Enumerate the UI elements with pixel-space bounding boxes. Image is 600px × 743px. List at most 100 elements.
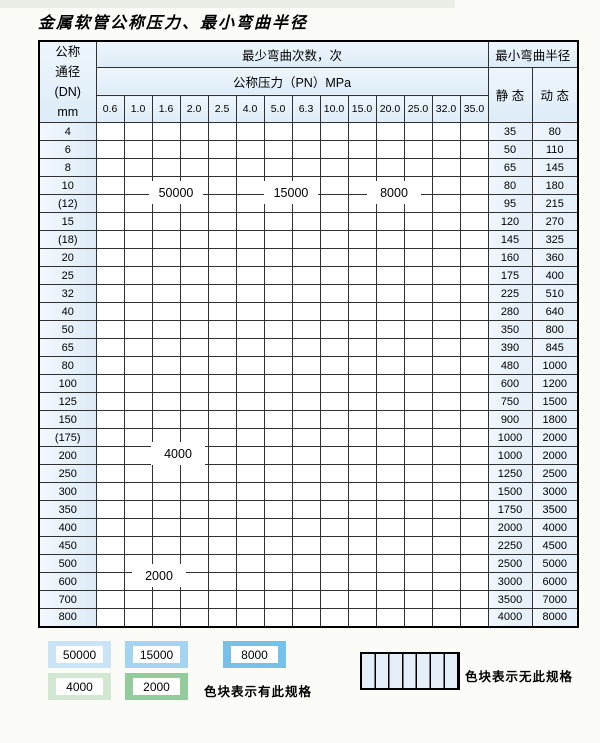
spec-cell-2.0 <box>179 554 209 573</box>
spec-cell-20.0 <box>375 392 405 411</box>
spec-cell-0.6 <box>95 176 125 195</box>
static-radius-value: 2250 <box>487 536 533 555</box>
spec-cell-10.0 <box>319 608 349 627</box>
spec-cell-10.0 <box>319 410 349 429</box>
spec-cell-0.6 <box>95 212 125 231</box>
legend-swatch-label: 4000 <box>56 678 103 695</box>
table-row-dn-600: 600 3000 6000 <box>38 572 579 591</box>
spec-cell-10.0 <box>319 554 349 573</box>
spec-cell-0.6 <box>95 338 125 357</box>
pressure-col-header-35.0: 35.0 <box>459 95 489 123</box>
spec-cell-10.0 <box>319 446 349 465</box>
spec-cell-32.0 <box>431 194 461 213</box>
spec-cell-25.0 <box>403 158 433 177</box>
pressure-col-header-2.0: 2.0 <box>179 95 209 123</box>
dn-label: 32 <box>38 284 97 303</box>
spec-cell-6.3 <box>291 392 321 411</box>
spec-cell-20.0 <box>375 590 405 609</box>
dn-column-header: 公称 通径 (DN) mm <box>38 40 97 123</box>
dn-label: 400 <box>38 518 97 537</box>
spec-cell-15.0 <box>347 590 377 609</box>
spec-cell-15.0 <box>347 140 377 159</box>
spec-cell-2.5 <box>207 446 237 465</box>
spec-cell-1.0 <box>123 338 153 357</box>
spec-cell-20.0 <box>375 248 405 267</box>
table-row-dn-25: 25 175 400 <box>38 266 579 285</box>
spec-cell-1.0 <box>123 158 153 177</box>
spec-cell-32.0 <box>431 284 461 303</box>
spec-cell-5.0 <box>263 230 293 249</box>
spec-cell-1.6 <box>151 266 181 285</box>
static-radius-value: 65 <box>487 158 533 177</box>
spec-cell-32.0 <box>431 212 461 231</box>
spec-cell-10.0 <box>319 536 349 555</box>
static-radius-value: 35 <box>487 122 533 141</box>
spec-cell-4.0 <box>235 446 265 465</box>
spec-cell-1.6 <box>151 518 181 537</box>
spec-cell-32.0 <box>431 158 461 177</box>
spec-cell-15.0 <box>347 572 377 591</box>
table-row-dn-80: 80 480 1000 <box>38 356 579 375</box>
spec-cell-32.0 <box>431 122 461 141</box>
spec-cell-20.0 <box>375 284 405 303</box>
spec-cell-1.6 <box>151 392 181 411</box>
spec-cell-35.0 <box>459 356 489 375</box>
static-radius-value: 2500 <box>487 554 533 573</box>
spec-cell-6.3 <box>291 428 321 447</box>
spec-cell-0.6 <box>95 392 125 411</box>
spec-cell-15.0 <box>347 356 377 375</box>
spec-cell-5.0 <box>263 266 293 285</box>
spec-cell-0.6 <box>95 590 125 609</box>
spec-cell-20.0 <box>375 356 405 375</box>
spec-cell-1.6 <box>151 284 181 303</box>
spec-cell-35.0 <box>459 248 489 267</box>
dynamic-radius-value: 2000 <box>531 428 579 447</box>
spec-cell-35.0 <box>459 284 489 303</box>
spec-cell-2.0 <box>179 500 209 519</box>
dn-label: 125 <box>38 392 97 411</box>
spec-cell-2.5 <box>207 392 237 411</box>
spec-cell-5.0 <box>263 572 293 591</box>
spec-cell-5.0 <box>263 356 293 375</box>
spec-cell-15.0 <box>347 464 377 483</box>
dynamic-radius-value: 360 <box>531 248 579 267</box>
spec-cell-1.0 <box>123 464 153 483</box>
spec-cell-2.0 <box>179 320 209 339</box>
spec-cell-6.3 <box>291 374 321 393</box>
spec-cell-0.6 <box>95 536 125 555</box>
dynamic-radius-value: 4500 <box>531 536 579 555</box>
dynamic-radius-value: 180 <box>531 176 579 195</box>
spec-cell-2.5 <box>207 464 237 483</box>
static-radius-value: 95 <box>487 194 533 213</box>
spec-cell-20.0 <box>375 536 405 555</box>
spec-cell-5.0 <box>263 140 293 159</box>
spec-cell-5.0 <box>263 518 293 537</box>
spec-cell-32.0 <box>431 230 461 249</box>
spec-cell-25.0 <box>403 374 433 393</box>
spec-cell-0.6 <box>95 374 125 393</box>
spec-cell-2.5 <box>207 266 237 285</box>
spec-cell-2.5 <box>207 320 237 339</box>
spec-cell-6.3 <box>291 248 321 267</box>
spec-cell-0.6 <box>95 230 125 249</box>
spec-cell-25.0 <box>403 572 433 591</box>
spec-cell-20.0 <box>375 230 405 249</box>
no-spec-swatch <box>360 652 460 690</box>
dynamic-radius-value: 1000 <box>531 356 579 375</box>
spec-cell-35.0 <box>459 482 489 501</box>
spec-cell-4.0 <box>235 302 265 321</box>
cycle-count-label-2000: 2000 <box>132 564 186 587</box>
legend-swatch-50000: 50000 <box>48 641 111 668</box>
spec-cell-4.0 <box>235 428 265 447</box>
spec-cell-35.0 <box>459 266 489 285</box>
cycle-count-label-15000: 15000 <box>264 181 318 204</box>
spec-cell-10.0 <box>319 320 349 339</box>
dn-label: 65 <box>38 338 97 357</box>
spec-cell-6.3 <box>291 302 321 321</box>
spec-cell-20.0 <box>375 608 405 627</box>
spec-cell-20.0 <box>375 122 405 141</box>
spec-cell-2.5 <box>207 302 237 321</box>
spec-cell-1.0 <box>123 428 153 447</box>
spec-cell-4.0 <box>235 374 265 393</box>
spec-cell-10.0 <box>319 140 349 159</box>
